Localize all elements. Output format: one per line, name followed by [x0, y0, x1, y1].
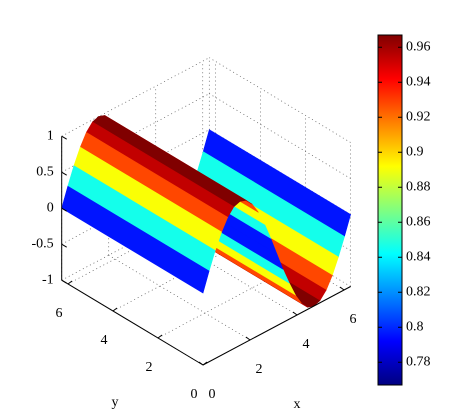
z-tick-label: 0: [47, 200, 54, 215]
colorbar-tick-label: 0.78: [406, 354, 431, 369]
x-axis-line: [202, 286, 351, 366]
x-axis-label: x: [294, 397, 301, 412]
y-tick-label: 4: [101, 333, 108, 348]
z-tick: [61, 135, 67, 140]
y-tick-label: 0: [191, 387, 198, 402]
grid-line: [61, 57, 210, 137]
colorbar-tick-label: 0.88: [406, 179, 431, 194]
z-tick: [61, 279, 67, 284]
y-tick: [157, 334, 163, 339]
y-axis-label: y: [112, 395, 119, 410]
x-tick: [292, 311, 298, 316]
x-tick-label: 0: [209, 387, 216, 402]
x-tick-label: 6: [350, 312, 357, 327]
z-tick-label: -1: [42, 272, 54, 287]
y-tick: [202, 361, 208, 366]
surface-patch: [61, 185, 210, 294]
colorbar-tick-label: 0.84: [406, 249, 431, 264]
x-tick-label: 4: [303, 337, 310, 352]
colorbar-tick-label: 0.86: [406, 214, 431, 229]
y-tick-label: 2: [146, 360, 153, 375]
z-tick: [61, 243, 67, 248]
z-tick: [61, 207, 67, 212]
z-tick-label: 1: [47, 128, 54, 143]
z-tick: [61, 171, 67, 176]
colorbar-tick-label: 0.92: [406, 109, 431, 124]
colorbar-tick-label: 0.9: [406, 144, 424, 159]
x-tick: [339, 286, 345, 291]
y-axis-line: [61, 279, 204, 366]
y-tick: [67, 280, 73, 285]
colorbar-tick-label: 0.96: [406, 39, 431, 54]
y-tick-label: 6: [56, 306, 63, 321]
colorbar: [377, 34, 403, 386]
x-tick: [198, 361, 204, 366]
z-tick-label: -0.5: [32, 236, 54, 251]
z-tick-label: 0.5: [36, 164, 54, 179]
colorbar-tick-label: 0.8: [406, 319, 424, 334]
colorbar-tick-label: 0.82: [406, 284, 431, 299]
grid-line: [209, 57, 351, 143]
y-tick: [112, 307, 118, 312]
colorbar-tick-label: 0.94: [406, 74, 431, 89]
x-tick-label: 2: [256, 362, 263, 377]
x-tick: [245, 336, 251, 341]
